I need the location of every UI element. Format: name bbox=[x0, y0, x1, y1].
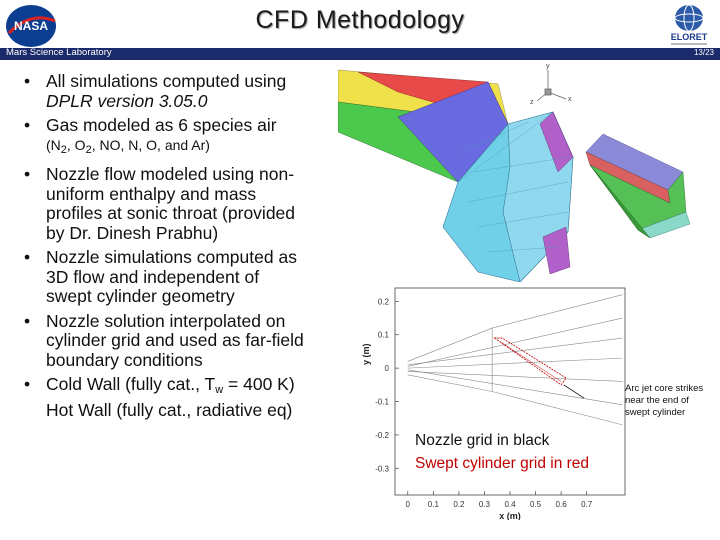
cylinder-lower bbox=[589, 164, 651, 239]
bullet-item: • Gas modeled as 6 species air (N2, O2, … bbox=[18, 115, 348, 160]
bullet-text: uniform enthalpy and mass bbox=[46, 183, 257, 204]
x-tick-label: 0.6 bbox=[556, 500, 568, 509]
bullet-item: • All simulations computed using DPLR ve… bbox=[18, 71, 348, 111]
cylinder-grid-outline bbox=[493, 337, 567, 386]
x-tick-label: 0.3 bbox=[479, 500, 491, 509]
bullet-text: 3D flow and independent of bbox=[46, 266, 260, 287]
cylinder-grid-line bbox=[499, 341, 562, 382]
bullet-text: Nozzle solution interpolated on bbox=[46, 310, 286, 331]
nozzle-exit-purple bbox=[539, 111, 574, 173]
y-tick-label: -0.2 bbox=[375, 431, 389, 440]
bullet-item: • Nozzle solution interpolated on cylind… bbox=[18, 310, 348, 371]
y-tick-label: 0 bbox=[385, 364, 390, 373]
bullet-text: swept cylinder geometry bbox=[46, 286, 235, 306]
x-tick-label: 0.1 bbox=[428, 500, 440, 509]
bullet-text: cylinder grid and used as far-field bbox=[46, 330, 304, 350]
bullet-text: by Dr. Dinesh Prabhu) bbox=[46, 222, 219, 243]
axis-z-label: z bbox=[530, 99, 534, 106]
wall-condition-cold: Cold Wall (fully cat., Tw = 400 K) bbox=[46, 374, 295, 396]
bullet-item: • Nozzle flow modeled using non- uniform… bbox=[18, 164, 348, 243]
bullet-text: DPLR version 3.05.0 bbox=[46, 90, 208, 111]
annotation-arrow bbox=[563, 384, 585, 399]
axis-y-label: y bbox=[546, 63, 550, 70]
page-number: 13/23 bbox=[693, 48, 714, 57]
x-tick-label: 0 bbox=[406, 500, 411, 509]
arc-jet-note: Arc jet core strikes near the end of swe… bbox=[625, 383, 704, 418]
axis-triad bbox=[536, 70, 567, 102]
grid-2d-chart: 0.2 0.1 0 -0.1 -0.2 -0.3 0 0.1 0.2 0.3 0.4 0.5 0.6 0.… bbox=[361, 287, 626, 520]
nozzle-grid-line bbox=[407, 371, 623, 382]
x-tick-label: 0.4 bbox=[504, 500, 516, 509]
bullet-text: profiles at sonic throat (provided bbox=[46, 203, 296, 223]
nasa-logo: NASA bbox=[6, 5, 56, 47]
bullet-text: boundary conditions bbox=[46, 349, 203, 370]
species-list: (N2, O2, NO, N, O, and Ar) bbox=[46, 136, 210, 156]
lab-name: Mars Science Laboratory bbox=[6, 47, 112, 58]
bullet-list: • All simulations computed using DPLR ve… bbox=[18, 71, 348, 425]
x-tick-label: 0.2 bbox=[453, 500, 465, 509]
grid-3d-render: y x z bbox=[338, 63, 691, 282]
eloret-logo-text: ELORET bbox=[671, 32, 708, 42]
nozzle-grid-line bbox=[407, 317, 623, 367]
bullet-item: • Cold Wall (fully cat., Tw = 400 K) Hot… bbox=[18, 374, 348, 420]
nozzle-exit-purple-2 bbox=[542, 226, 571, 275]
bullet-text: Nozzle simulations computed as bbox=[46, 247, 297, 267]
nozzle-grid-line bbox=[407, 357, 623, 369]
header-bar: Mars Science Laboratory 13/23 bbox=[0, 47, 720, 60]
x-tick-label: 0.7 bbox=[581, 500, 593, 509]
y-tick-label: 0.1 bbox=[378, 331, 390, 340]
y-axis-label: y (m) bbox=[361, 343, 371, 365]
axis-x-label: x bbox=[568, 96, 572, 103]
nozzle-grid-line bbox=[407, 294, 623, 362]
legend-cylinder: Swept cylinder grid in red bbox=[415, 455, 589, 472]
bullet-text: Gas modeled as 6 species air bbox=[46, 115, 277, 135]
wall-condition-hot: Hot Wall (fully cat., radiative eq) bbox=[46, 399, 293, 420]
x-tick-label: 0.5 bbox=[530, 500, 542, 509]
x-axis-label: x (m) bbox=[499, 511, 521, 520]
y-tick-label: 0.2 bbox=[378, 297, 390, 306]
bullet-text: All simulations computed using bbox=[46, 71, 287, 91]
y-tick-label: -0.3 bbox=[375, 464, 389, 473]
eloret-logo: ELORET bbox=[671, 4, 708, 45]
bullet-text: Nozzle flow modeled using non- bbox=[46, 164, 295, 184]
nasa-logo-text: NASA bbox=[14, 19, 48, 33]
bullet-item: • Nozzle simulations computed as 3D flow… bbox=[18, 247, 348, 307]
slide-title: CFD Methodology bbox=[255, 6, 465, 34]
nozzle-grid-line bbox=[407, 369, 623, 406]
legend-nozzle: Nozzle grid in black bbox=[415, 432, 550, 449]
y-tick-label: -0.1 bbox=[375, 398, 389, 407]
